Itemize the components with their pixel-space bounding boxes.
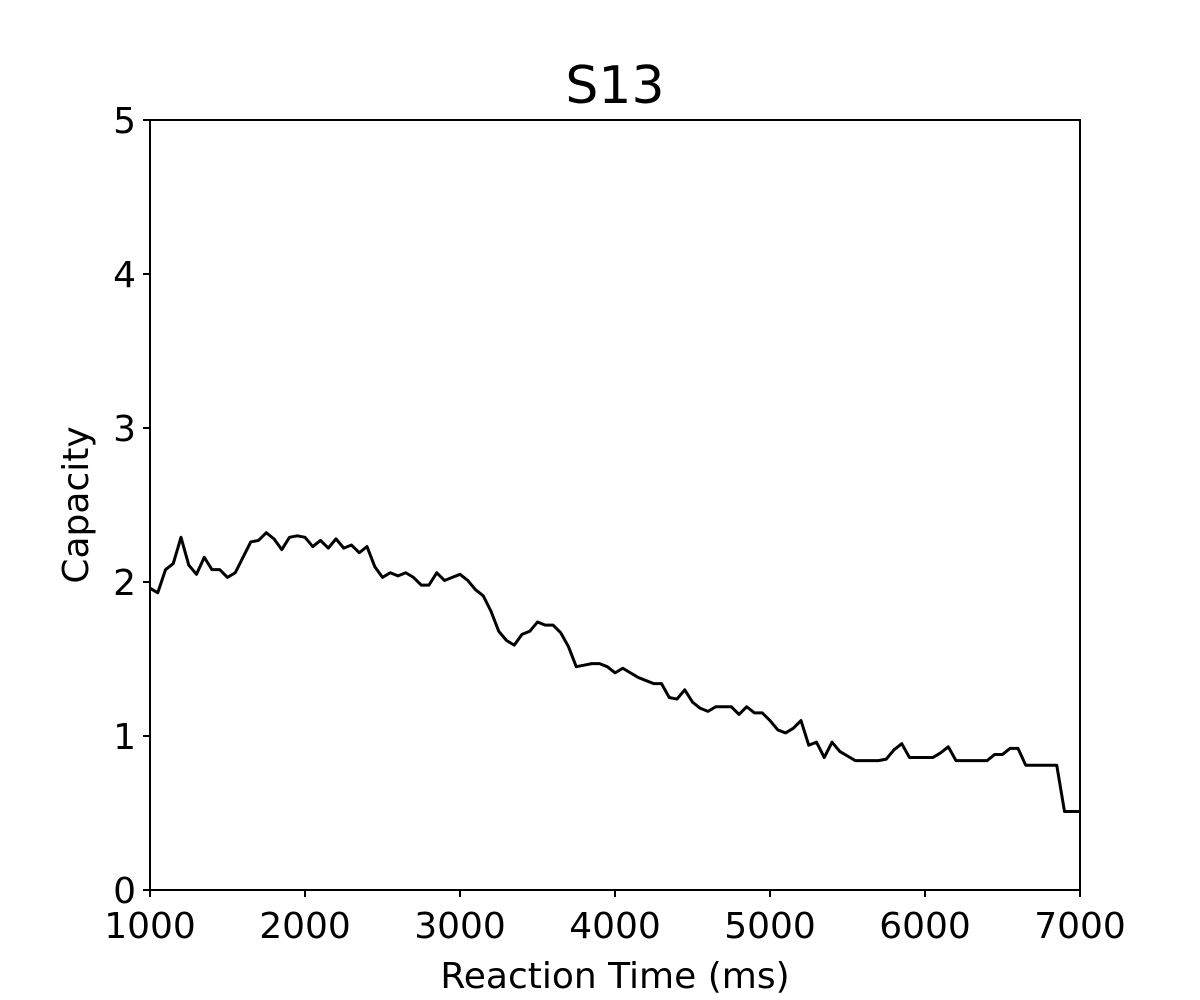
x-tick-label: 6000 (879, 906, 971, 947)
y-tick-label: 0 (113, 871, 136, 912)
y-tick-label: 1 (113, 717, 136, 758)
chart-title: S13 (565, 56, 664, 116)
x-tick-label: 1000 (104, 906, 196, 947)
x-tick-label: 3000 (414, 906, 506, 947)
y-axis-label: Capacity (56, 426, 97, 583)
y-tick-label: 4 (113, 255, 136, 296)
x-tick-label: 5000 (724, 906, 816, 947)
y-tick-label: 2 (113, 563, 136, 604)
y-tick-label: 5 (113, 101, 136, 142)
x-axis-label: Reaction Time (ms) (440, 956, 789, 997)
plot-frame (149, 119, 1081, 891)
y-tick-label: 3 (113, 409, 136, 450)
x-tick-label: 4000 (569, 906, 661, 947)
data-line (149, 531, 1080, 813)
x-tick-label: 7000 (1034, 906, 1126, 947)
x-tick-label: 2000 (259, 906, 351, 947)
